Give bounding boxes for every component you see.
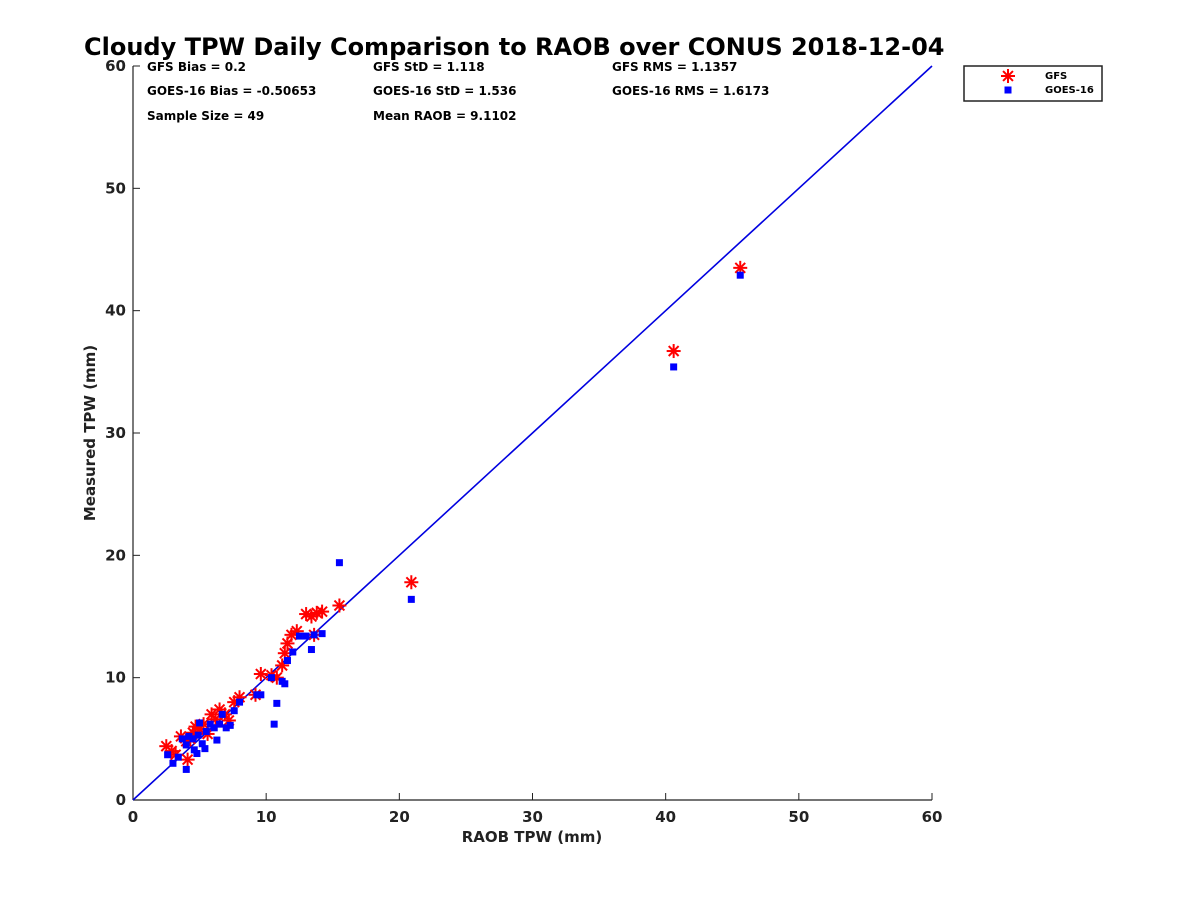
y-axis-label: Measured TPW (mm) <box>81 345 99 521</box>
goes16-point <box>670 363 678 371</box>
goes16-point <box>169 759 177 767</box>
goes16-point <box>407 595 415 603</box>
y-tick-label: 60 <box>105 57 126 75</box>
y-tick-label: 20 <box>105 546 126 564</box>
goes16-point <box>194 731 202 739</box>
gfs-point <box>404 575 419 590</box>
y-tick-label: 10 <box>105 669 126 687</box>
goes16-point <box>193 750 201 758</box>
goes16-point <box>257 691 265 699</box>
goes16-point <box>206 720 214 728</box>
legend-goes-label: GOES-16 <box>1045 85 1094 96</box>
goes16-point <box>164 751 172 759</box>
goes16-point <box>196 719 204 727</box>
goes16-point <box>190 746 198 754</box>
goes16-point <box>273 699 281 707</box>
x-tick-label: 0 <box>128 808 138 826</box>
legend-gfs-marker <box>1001 69 1015 83</box>
legend-gfs-label: GFS <box>1045 71 1067 82</box>
goes16-point <box>213 736 221 744</box>
axis-ticks: 0 10 20 30 40 50 60 0 10 20 30 40 50 60 <box>105 57 942 826</box>
goes16-point <box>189 735 197 743</box>
goes16-point <box>201 745 209 753</box>
one-to-one-line-group <box>132 65 933 801</box>
goes16-point <box>185 732 193 740</box>
x-axis-label: RAOB TPW (mm) <box>462 828 603 846</box>
goes16-point <box>198 740 206 748</box>
one-to-one-line <box>132 65 933 801</box>
x-tick-label: 50 <box>788 808 809 826</box>
x-tick-label: 20 <box>389 808 410 826</box>
goes16-point <box>302 632 310 640</box>
goes16-point <box>202 727 210 735</box>
goes16-point <box>218 710 226 718</box>
legend-gfs-asterisk <box>1001 69 1015 83</box>
goes16-point <box>295 632 303 640</box>
legend-box <box>963 65 1103 102</box>
legend-goes-square <box>1004 86 1012 94</box>
goes16-point <box>289 648 297 656</box>
x-tick-label: 40 <box>655 808 676 826</box>
x-tick-label: 60 <box>922 808 943 826</box>
goes16-point <box>310 631 318 639</box>
gfs-std-stat: GFS StD = 1.118 <box>373 60 485 74</box>
goes16-point <box>216 720 224 728</box>
goes16-point <box>283 657 291 665</box>
y-tick-label: 40 <box>105 302 126 320</box>
gfs-point <box>332 598 347 613</box>
gfs-bias-stat: GFS Bias = 0.2 <box>147 60 246 74</box>
goes16-point <box>253 691 261 699</box>
goes16-point <box>236 698 244 706</box>
gfs-point <box>315 604 330 619</box>
goes16-point <box>174 753 182 761</box>
goes16-point <box>222 724 230 732</box>
goes16-point <box>318 630 326 638</box>
x-tick-label: 30 <box>522 808 543 826</box>
goes16-point <box>270 720 278 728</box>
gfs-point <box>666 344 681 359</box>
gfs-rms-stat: GFS RMS = 1.1357 <box>612 60 737 74</box>
chart-title: Cloudy TPW Daily Comparison to RAOB over… <box>84 33 944 61</box>
goes16-point <box>182 741 190 749</box>
goes16-point <box>307 646 315 654</box>
goes16-point <box>182 765 190 773</box>
goes16-point <box>178 735 186 743</box>
goes16-point <box>267 674 275 682</box>
goes16-point <box>335 559 343 567</box>
gfs-point <box>253 666 268 681</box>
y-tick-label: 50 <box>105 179 126 197</box>
y-tick-label: 0 <box>116 791 126 809</box>
legend: GFS GOES-16 <box>963 65 1103 102</box>
y-tick-label: 30 <box>105 424 126 442</box>
legend-goes-marker <box>1004 86 1012 94</box>
sample-size-stat: Sample Size = 49 <box>147 109 264 123</box>
gfs-point <box>180 752 195 767</box>
goes-rms-stat: GOES-16 RMS = 1.6173 <box>612 84 769 98</box>
data-points <box>159 260 748 773</box>
goes16-point <box>210 724 218 732</box>
x-tick-label: 10 <box>256 808 277 826</box>
goes16-point <box>230 707 238 715</box>
goes16-point <box>281 680 289 688</box>
goes16-point <box>736 271 744 279</box>
goes-std-stat: GOES-16 StD = 1.536 <box>373 84 516 98</box>
mean-raob-stat: Mean RAOB = 9.1102 <box>373 109 517 123</box>
goes16-point <box>226 721 234 729</box>
goes-bias-stat: GOES-16 Bias = -0.50653 <box>147 84 316 98</box>
